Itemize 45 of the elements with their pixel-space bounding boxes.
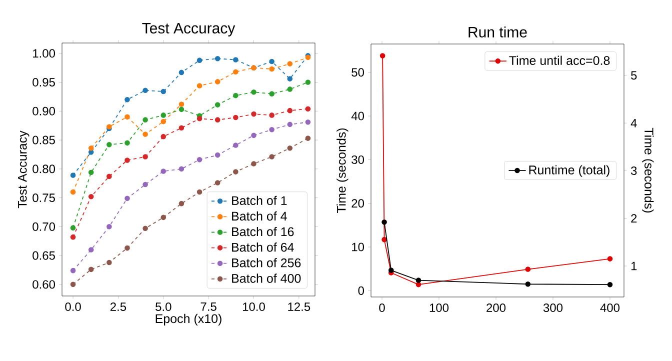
legend-label: Batch of 16 <box>232 226 294 236</box>
y-tick-label: 0.60 <box>32 280 56 289</box>
legend-label: Runtime (total) <box>529 165 610 177</box>
x-tick-label: 7.5 <box>200 302 216 311</box>
x-tick-label: 100 <box>430 304 449 312</box>
legend-label: Time until acc=0.8 <box>509 56 610 65</box>
legend-label: Batch of 1 <box>232 196 287 206</box>
chart-title: Run time <box>468 26 527 38</box>
y-tick-label: 0.70 <box>32 222 56 231</box>
y-tick-label: 0.75 <box>32 194 55 202</box>
y2-tick-label: 3 <box>630 166 637 175</box>
y-tick-label: 20 <box>352 199 364 208</box>
x-tick-label: 0 <box>379 304 385 312</box>
y2-axis-title: Time (seconds) <box>642 128 654 213</box>
y-tick-label: 0 <box>358 286 364 295</box>
y-tick-label: 40 <box>351 112 364 120</box>
x-axis-title: Epoch (x10) <box>156 314 222 326</box>
x-tick-label: 300 <box>543 304 563 312</box>
y-tick-label: 0.80 <box>32 164 56 174</box>
chart-title: Test Accuracy <box>142 23 236 36</box>
y-tick-label: 10 <box>352 242 364 252</box>
y-axis-title: Time (seconds) <box>336 128 348 214</box>
x-tick-label: 12.5 <box>288 302 310 312</box>
y2-tick-label: 2 <box>631 214 637 223</box>
y-tick-label: 0.65 <box>32 251 55 260</box>
x-tick-label: 10.0 <box>242 302 265 312</box>
legend-label: Batch of 256 <box>232 258 301 268</box>
x-tick-label: 0.0 <box>65 302 81 312</box>
x-tick-label: 400 <box>600 304 620 312</box>
y-tick-label: 30 <box>352 155 364 164</box>
x-tick-label: 5.0 <box>156 302 172 312</box>
y-tick-label: 0.95 <box>32 78 55 87</box>
y-tick-label: 0.90 <box>32 106 56 116</box>
x-tick-label: 2.5 <box>110 302 126 312</box>
y2-tick-label: 4 <box>630 118 637 128</box>
y-tick-label: 0.85 <box>32 136 55 144</box>
y-tick-label: 50 <box>352 68 364 77</box>
legend-label: Batch of 400 <box>232 274 301 283</box>
y-tick-label: 1.00 <box>33 49 56 58</box>
x-tick-label: 200 <box>486 304 506 312</box>
y2-tick-label: 1 <box>631 262 637 270</box>
legend-label: Batch of 64 <box>232 242 294 252</box>
y2-tick-label: 5 <box>631 71 637 80</box>
legend-label: Batch of 4 <box>232 211 287 221</box>
y-axis-title: Test Accuracy <box>18 130 30 208</box>
